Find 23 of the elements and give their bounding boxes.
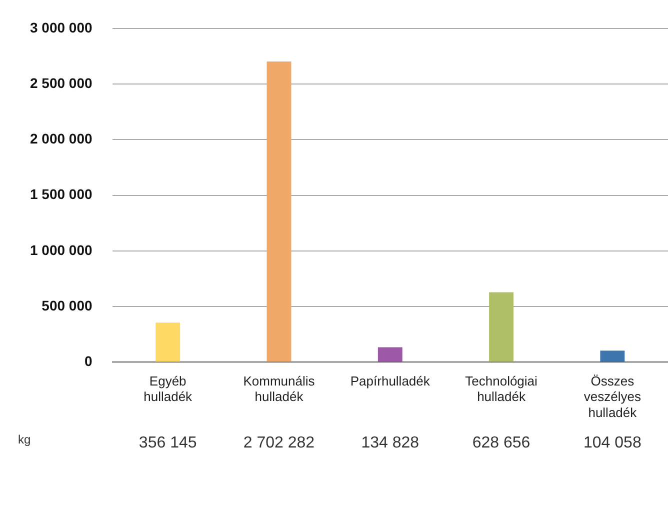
- bar: [378, 347, 402, 362]
- data-label: 628 656: [472, 434, 530, 452]
- y-tick-label: 0: [84, 353, 92, 370]
- y-tick-label: 1 500 000: [30, 186, 92, 202]
- data-label: 356 145: [138, 434, 197, 452]
- y-tick-label: 2 500 000: [30, 74, 92, 91]
- x-tick-label: Technológiai hulladék: [465, 374, 538, 404]
- data-label: 104 058: [584, 434, 642, 452]
- y-tick-label: 1 000 000: [30, 242, 92, 258]
- data-label: 134 828: [361, 434, 420, 452]
- x-tick-label: Kommunális hulladék: [243, 374, 316, 404]
- bar: [600, 350, 625, 362]
- x-tick-label: Egyéb hulladék: [144, 374, 193, 404]
- x-tick-label: Papírhulladék: [350, 374, 430, 389]
- y-tick-label: 500 000: [42, 297, 92, 314]
- data-label: 2 702 282: [243, 434, 315, 452]
- bar: [156, 322, 180, 362]
- y-tick-label: 2 000 000: [30, 130, 92, 147]
- bar: [489, 292, 514, 362]
- y-tick-label: 3 000 000: [30, 19, 92, 36]
- bar: [266, 62, 292, 362]
- x-tick-label: Összes veszélyes hulladék: [584, 374, 642, 420]
- text: kg: [18, 432, 31, 446]
